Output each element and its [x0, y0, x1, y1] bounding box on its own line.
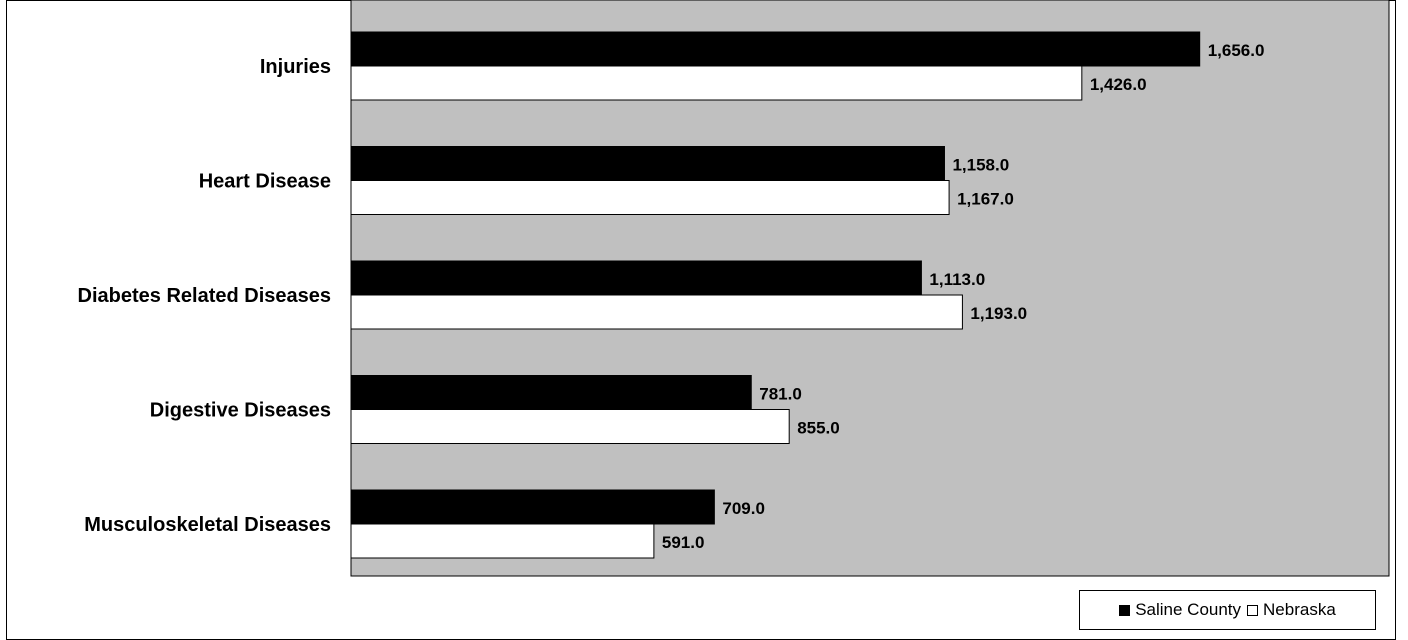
legend-swatch-nebraska	[1247, 604, 1259, 616]
value-label-nebraska-diabetes-related-diseases: 1,193.0	[970, 304, 1027, 323]
legend-label-saline: Saline County	[1135, 600, 1242, 619]
category-label-diabetes-related-diseases: Diabetes Related Diseases	[78, 285, 331, 307]
bar-nebraska-heart-disease	[350, 180, 950, 215]
legend-item-saline: Saline County	[1119, 600, 1241, 620]
bar-saline-county-digestive-diseases	[350, 375, 752, 410]
bar-nebraska-musculoskeletal-diseases	[350, 523, 655, 559]
value-label-saline-county-heart-disease: 1,158.0	[952, 156, 1009, 175]
value-label-saline-county-injuries: 1,656.0	[1208, 41, 1265, 60]
category-label-digestive-diseases: Digestive Diseases	[150, 400, 331, 422]
legend: Saline County Nebraska	[1079, 590, 1376, 630]
value-label-nebraska-injuries: 1,426.0	[1090, 75, 1147, 94]
legend-swatch-saline	[1119, 604, 1131, 616]
bar-saline-county-musculoskeletal-diseases	[350, 489, 715, 525]
value-label-saline-county-digestive-diseases: 781.0	[759, 385, 802, 404]
bar-saline-county-injuries	[350, 31, 1201, 67]
value-label-saline-county-diabetes-related-diseases: 1,113.0	[929, 270, 985, 289]
value-label-saline-county-musculoskeletal-diseases: 709.0	[722, 499, 765, 518]
bar-nebraska-diabetes-related-diseases	[350, 294, 963, 330]
category-label-musculoskeletal-diseases: Musculoskeletal Diseases	[84, 514, 331, 536]
category-label-injuries: Injuries	[260, 56, 331, 78]
category-label-heart-disease: Heart Disease	[199, 171, 331, 193]
bar-nebraska-digestive-diseases	[350, 409, 790, 444]
legend-item-nebraska: Nebraska	[1247, 600, 1336, 620]
legend-label-nebraska: Nebraska	[1263, 600, 1336, 619]
bar-nebraska-injuries	[350, 65, 1083, 101]
value-label-nebraska-musculoskeletal-diseases: 591.0	[662, 533, 705, 552]
value-label-nebraska-heart-disease: 1,167.0	[957, 190, 1014, 209]
bar-saline-county-heart-disease	[350, 146, 945, 181]
value-label-nebraska-digestive-diseases: 855.0	[797, 419, 840, 438]
bar-saline-county-diabetes-related-diseases	[350, 260, 922, 296]
